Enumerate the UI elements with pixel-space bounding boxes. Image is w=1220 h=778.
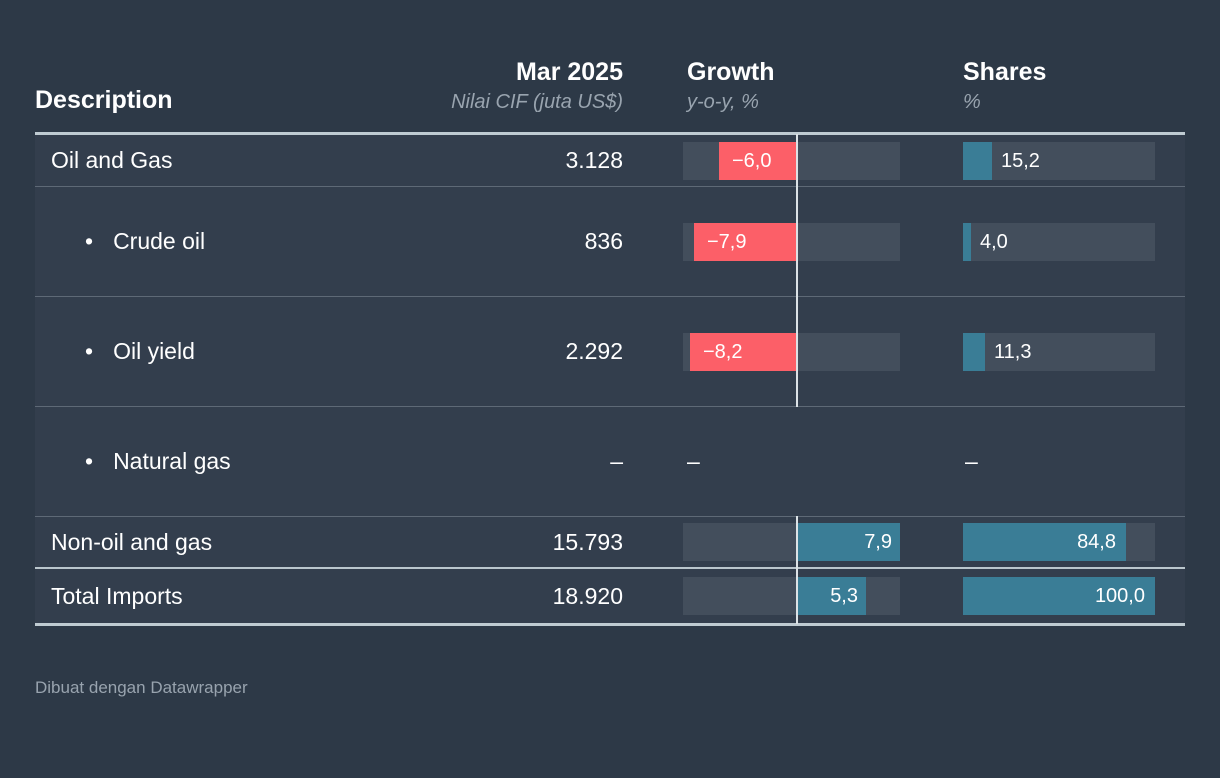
header-description: Description [35,84,440,116]
row-growth-cell: 5,3 [625,568,935,624]
growth-zero-axis-line [796,296,798,407]
row-value-cell: 836 [584,228,623,254]
growth-bar-label: −7,9 [707,230,747,253]
table-body: • Oil and Gas 3.128 −6,0 15,2 • Crude oi… [35,134,1185,626]
row-description-cell: • Natural gas [35,407,440,516]
shares-bar-track: 84,8 [963,523,1155,561]
header-value-title: Mar 2025 [515,58,623,86]
row-growth-cell: −6,0 [625,134,935,187]
growth-bar [690,332,797,371]
row-description-label: Non-oil and gas [51,528,213,555]
shares-bar [963,577,1155,615]
row-shares-cell: – [935,407,1185,516]
row-value-cell: – [610,448,623,474]
growth-bar [719,141,797,180]
header-shares-subtitle: % [963,91,981,113]
growth-bar [694,222,797,261]
shares-bar [963,332,985,371]
row-value-cell: 3.128 [565,147,623,173]
table-row: • Total Imports 18.920 5,3 100,0 [35,568,1185,624]
row-value-cell: 15.793 [552,528,623,555]
row-value-cell: 2.292 [565,338,623,364]
shares-bar-track: 4,0 [963,222,1155,261]
table-row: • Natural gas – – – [35,407,1185,517]
table-row: • Non-oil and gas 15.793 7,9 84,8 [35,516,1185,569]
growth-bar-track: −8,2 [683,332,900,371]
shares-bar-label: 11,3 [994,340,1032,363]
bullet-icon: • [85,448,94,474]
shares-bar-track: 100,0 [963,577,1155,615]
header-growth-subtitle: y-o-y, % [687,91,759,113]
growth-bar-label: −8,2 [703,340,743,363]
shares-bar [963,523,1126,561]
row-description-cell: • Non-oil and gas [35,517,440,567]
row-description-cell: • Oil and Gas [35,135,440,186]
header-description-title: Description [35,86,173,114]
shares-bar-label: 4,0 [980,230,1008,253]
row-description-cell: • Total Imports [35,569,440,623]
attribution: Dibuat dengan Datawrapper [0,678,1220,698]
row-shares-cell: 4,0 [935,187,1185,296]
row-description-label: Total Imports [51,582,183,609]
header-shares-title: Shares [963,58,1047,86]
shares-bar-label: 84,8 [1077,531,1116,553]
growth-bar [797,523,900,561]
growth-zero-axis-line [796,134,798,187]
header-growth: Growth y-o-y, % [625,56,935,116]
datawrapper-credit-link[interactable]: Dibuat dengan Datawrapper [35,678,248,697]
row-description-cell: • Oil yield [35,297,440,406]
table-row: • Crude oil 836 −7,9 4,0 [35,186,1185,297]
row-description-label: Oil and Gas [51,147,173,173]
row-shares-cell: 11,3 [935,297,1185,406]
row-growth-cell: −7,9 [625,186,935,297]
growth-bar-track: −7,9 [683,222,900,261]
growth-bar-label: 7,9 [864,531,892,553]
growth-bar-track: −6,0 [683,141,900,180]
growth-zero-axis-line [796,186,798,297]
shares-bar-track: 15,2 [963,141,1155,180]
growth-missing-dash: – [687,448,700,474]
table-header: Description Mar 2025 Nilai CIF (juta US$… [35,56,1185,135]
growth-bar-label: −6,0 [732,149,772,172]
table-row: • Oil yield 2.292 −8,2 11,3 [35,296,1185,407]
row-shares-cell: 15,2 [935,135,1185,186]
row-description-label: Crude oil [113,228,206,254]
bullet-icon: • [85,338,94,364]
row-description-label: Oil yield [113,338,195,364]
row-growth-cell: – [625,407,935,516]
row-description-label: Natural gas [113,448,231,474]
header-shares: Shares % [935,56,1185,116]
shares-missing-dash: – [965,448,978,474]
growth-zero-axis-line [796,516,798,568]
shares-bar [963,141,992,180]
row-shares-cell: 100,0 [935,569,1185,623]
shares-bar-label: 15,2 [1001,149,1040,172]
header-growth-title: Growth [687,58,775,86]
row-description-cell: • Crude oil [35,187,440,296]
growth-bar-label: 5,3 [830,585,858,607]
growth-zero-axis-line [796,568,798,624]
growth-bar-track: 5,3 [683,577,900,615]
shares-bar-label: 100,0 [1094,585,1145,607]
shares-bar [963,222,971,261]
row-shares-cell: 84,8 [935,517,1185,567]
growth-bar-track: 7,9 [683,523,900,561]
table-row: • Oil and Gas 3.128 −6,0 15,2 [35,134,1185,187]
header-value-subtitle: Nilai CIF (juta US$) [451,91,623,113]
row-growth-cell: 7,9 [625,516,935,568]
bullet-icon: • [85,228,94,254]
row-value-cell: 18.920 [552,582,623,609]
header-value: Mar 2025 Nilai CIF (juta US$) [440,56,625,116]
shares-bar-track: 11,3 [963,332,1155,371]
growth-bar [797,577,866,615]
row-growth-cell: −8,2 [625,296,935,407]
